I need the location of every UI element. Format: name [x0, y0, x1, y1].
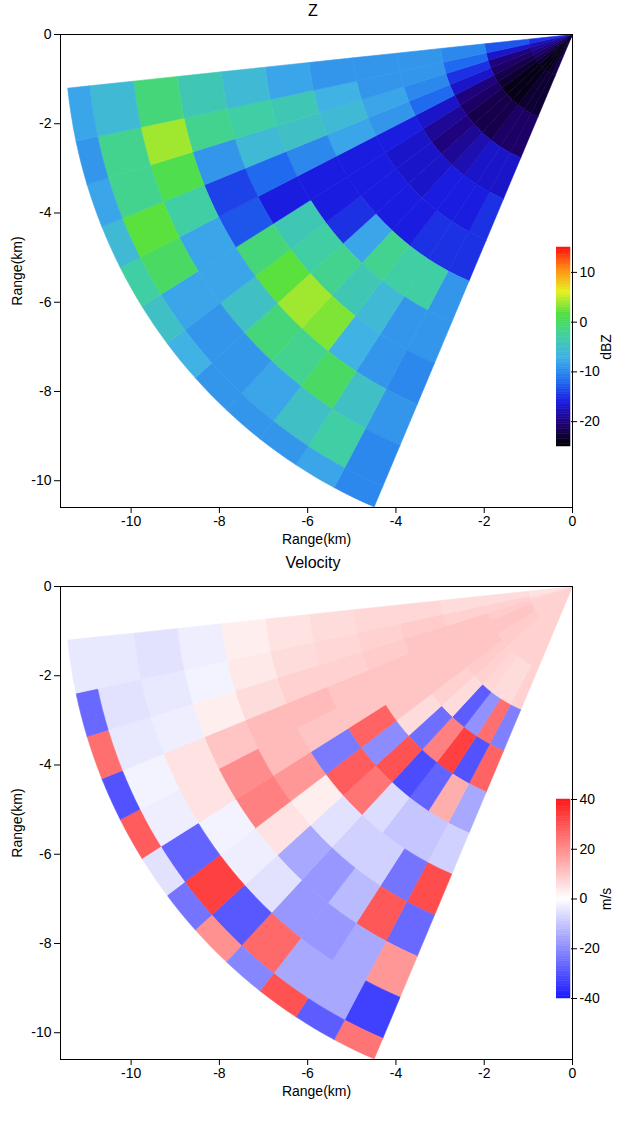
svg-text:-4: -4 [390, 1065, 403, 1081]
svg-text:-6: -6 [39, 846, 52, 862]
svg-text:-8: -8 [213, 513, 226, 529]
svg-text:-4: -4 [39, 756, 52, 772]
svg-text:-4: -4 [39, 204, 52, 220]
svg-text:-20: -20 [580, 413, 600, 429]
svg-text:-2: -2 [39, 667, 52, 683]
svg-text:0: 0 [569, 1065, 577, 1081]
svg-text:-2: -2 [478, 513, 491, 529]
svg-text:-10: -10 [31, 472, 51, 488]
svg-text:0: 0 [44, 26, 52, 42]
svg-text:0: 0 [569, 513, 577, 529]
svg-text:-6: -6 [301, 513, 314, 529]
svg-text:40: 40 [580, 791, 596, 807]
html-text:Velocity: Velocity [285, 554, 341, 571]
svg-text:m/s: m/s [598, 888, 614, 911]
svg-text:-10: -10 [580, 363, 600, 379]
svg-text:-8: -8 [39, 383, 52, 399]
svg-text:Range(km): Range(km) [9, 236, 25, 305]
svg-text:-10: -10 [121, 513, 141, 529]
svg-text:0: 0 [580, 890, 588, 906]
html-text:Z: Z [308, 2, 318, 19]
svg-text:-8: -8 [39, 935, 52, 951]
svg-text:-10: -10 [31, 1024, 51, 1040]
svg-text:-40: -40 [580, 990, 600, 1006]
svg-text:dBZ: dBZ [598, 334, 614, 360]
svg-text:-4: -4 [390, 513, 403, 529]
svg-text:-6: -6 [39, 294, 52, 310]
svg-text:-10: -10 [121, 1065, 141, 1081]
svg-text:Range(km): Range(km) [9, 788, 25, 857]
svg-text:-2: -2 [39, 115, 52, 131]
svg-text:0: 0 [580, 314, 588, 330]
svg-text:-8: -8 [213, 1065, 226, 1081]
svg-text:10: 10 [580, 264, 596, 280]
svg-text:Range(km): Range(km) [282, 531, 351, 547]
svg-text:20: 20 [580, 841, 596, 857]
svg-text:-2: -2 [478, 1065, 491, 1081]
svg-text:Range(km): Range(km) [282, 1083, 351, 1099]
svg-text:-6: -6 [301, 1065, 314, 1081]
svg-text:-20: -20 [580, 940, 600, 956]
svg-text:0: 0 [44, 578, 52, 594]
